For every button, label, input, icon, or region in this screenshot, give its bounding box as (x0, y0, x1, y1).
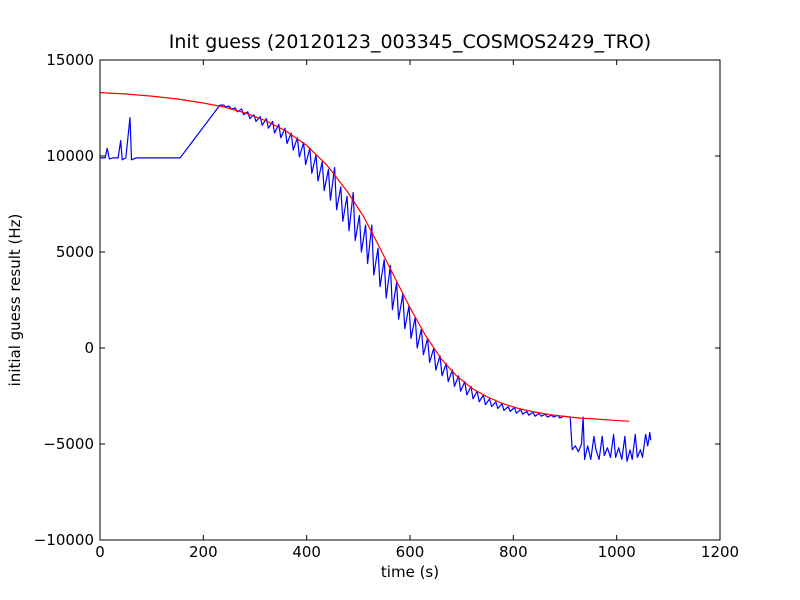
x-tick-label: 1000 (598, 543, 636, 561)
y-axis-label: initial guess result (Hz) (6, 214, 24, 387)
y-tick-label: 15000 (46, 51, 94, 69)
x-tick-label: 200 (189, 543, 218, 561)
y-tick-label: −10000 (34, 531, 94, 549)
x-tick-label: 400 (292, 543, 321, 561)
y-tick-label: 0 (84, 339, 94, 357)
x-tick-label: 600 (396, 543, 425, 561)
y-tick-label: −5000 (43, 435, 94, 453)
series-layer (100, 92, 652, 462)
x-tick-label: 800 (499, 543, 528, 561)
y-tick-label: 10000 (46, 147, 94, 165)
x-tick-label: 1200 (701, 543, 739, 561)
y-tick-label: 5000 (56, 243, 94, 261)
chart-title: Init guess (20120123_003345_COSMOS2429_T… (169, 31, 651, 53)
x-axis: 0 200 400 600 800 1000 1200 (95, 60, 739, 561)
x-tick-label: 0 (95, 543, 105, 561)
x-axis-label: time (s) (381, 563, 439, 581)
fit-series-line (100, 92, 630, 422)
y-axis: −10000 −5000 0 5000 10000 15000 (34, 51, 720, 549)
